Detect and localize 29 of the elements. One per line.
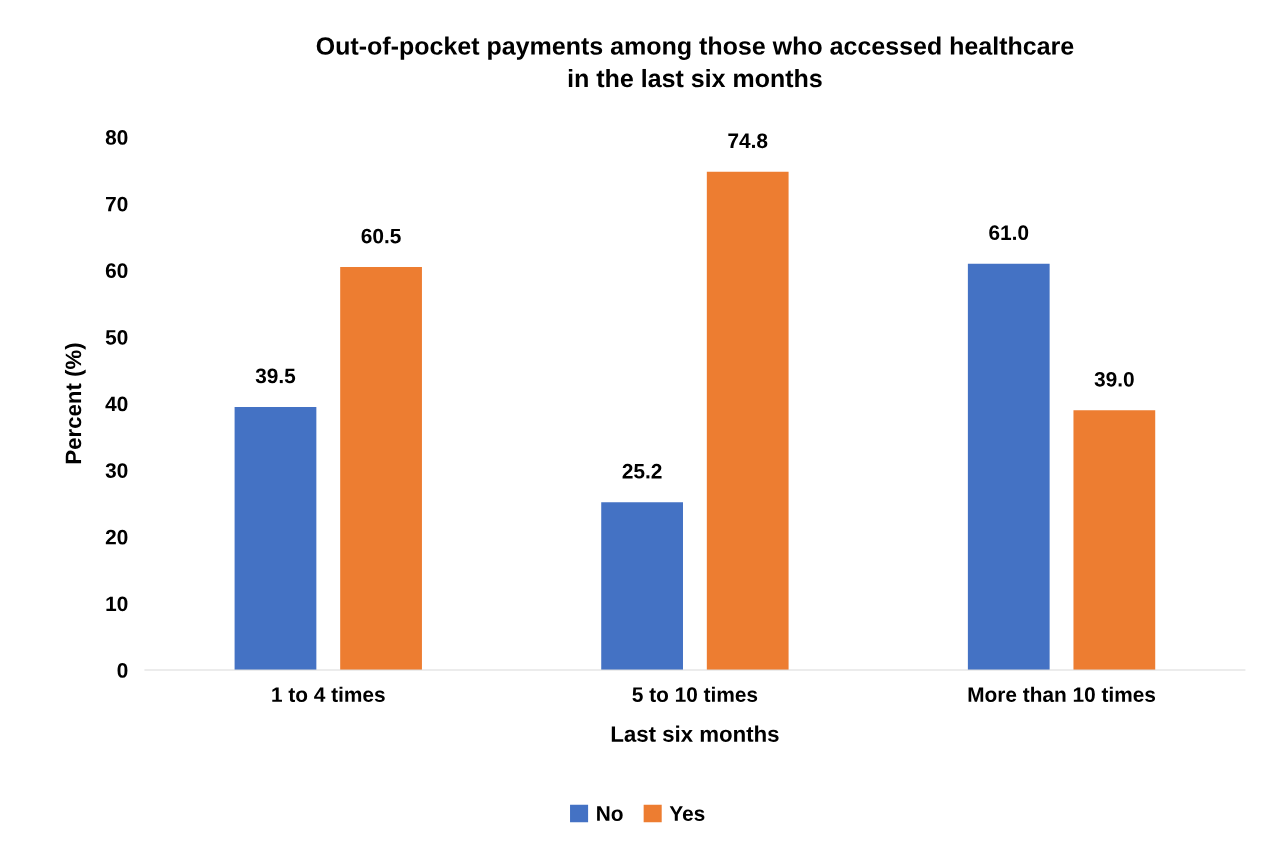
y-tick-label: 50 (105, 329, 128, 345)
y-tick-label: 80 (105, 130, 128, 145)
bar (234, 406, 317, 671)
y-tick-label: 10 (106, 596, 128, 612)
legend-label: No (597, 806, 623, 821)
data-label: 25.2 (622, 463, 662, 479)
data-label: 61.0 (989, 225, 1029, 241)
y-tick-label: 70 (106, 196, 128, 212)
x-tick-label: 1 to 4 times (272, 686, 385, 702)
x-tick-label: 5 to 10 times (632, 686, 758, 702)
legend-label: Yes (669, 806, 705, 821)
bar (967, 263, 1050, 671)
chart-title: Out-of-pocket payments among those who accessed healthcare in the last six months (316, 36, 1074, 88)
y-tick-label: 0 (117, 663, 128, 678)
bar (1073, 410, 1156, 671)
y-tick-label: 60 (105, 263, 128, 279)
x-tick-label: More than 10 times (968, 686, 1156, 702)
data-label: 39.5 (255, 368, 296, 384)
bar (340, 266, 422, 671)
x-axis-title: Last six months (611, 725, 779, 742)
bar (706, 171, 789, 671)
data-label: 39.0 (1094, 371, 1134, 387)
y-tick-label: 30 (105, 463, 128, 478)
y-axis-title: Percent (%) (64, 343, 86, 464)
data-label: 74.8 (728, 133, 768, 149)
data-label: 60.5 (361, 228, 401, 244)
y-tick-label: 20 (105, 529, 128, 545)
bar (601, 502, 683, 671)
y-tick-label: 40 (105, 396, 128, 412)
